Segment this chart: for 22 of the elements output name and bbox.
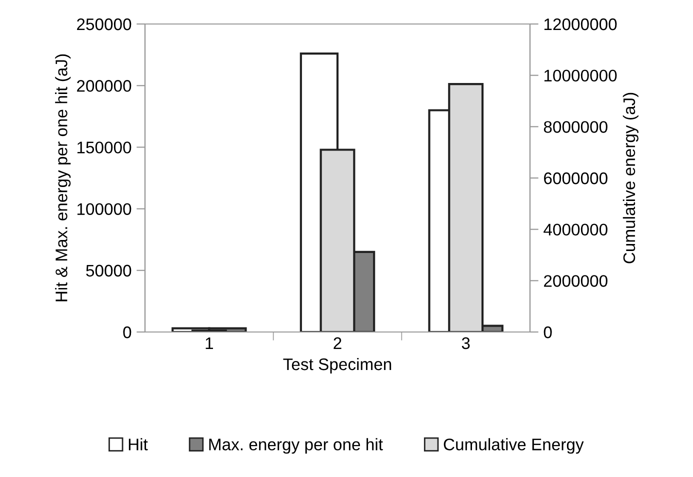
- y2-tick-label: 8000000: [544, 121, 608, 133]
- y-tick-label: 0: [123, 326, 132, 338]
- y2-tick-label: 10000000: [544, 70, 617, 82]
- legend-label: Max. energy per one hit: [209, 438, 383, 454]
- y-axis-title: Hit & Max. energy per one hit (aJ): [55, 54, 71, 302]
- y2-tick-label: 6000000: [544, 172, 608, 184]
- y2-tick-label: 12000000: [544, 18, 617, 30]
- y-tick-label: 150000: [77, 142, 132, 154]
- x-tick-label: 1: [206, 337, 213, 349]
- y2-axis-title: Cumulative energy (aJ): [622, 92, 638, 264]
- x-axis-title: Test Specimen: [283, 358, 392, 374]
- y-tick-label: 250000: [77, 18, 132, 30]
- y-tick-label: 200000: [77, 80, 132, 92]
- x-tick-label: 2: [334, 337, 342, 349]
- y-tick-label: 100000: [77, 203, 132, 216]
- legend-label: Hit: [128, 438, 148, 450]
- legend-label: Cumulative Energy: [444, 438, 584, 454]
- x-tick-label: 3: [462, 337, 470, 350]
- y-tick-label: 50000: [86, 264, 132, 277]
- y2-tick-label: 2000000: [544, 275, 608, 287]
- y2-tick-label: 0: [544, 326, 552, 338]
- y2-tick-label: 4000000: [544, 224, 608, 236]
